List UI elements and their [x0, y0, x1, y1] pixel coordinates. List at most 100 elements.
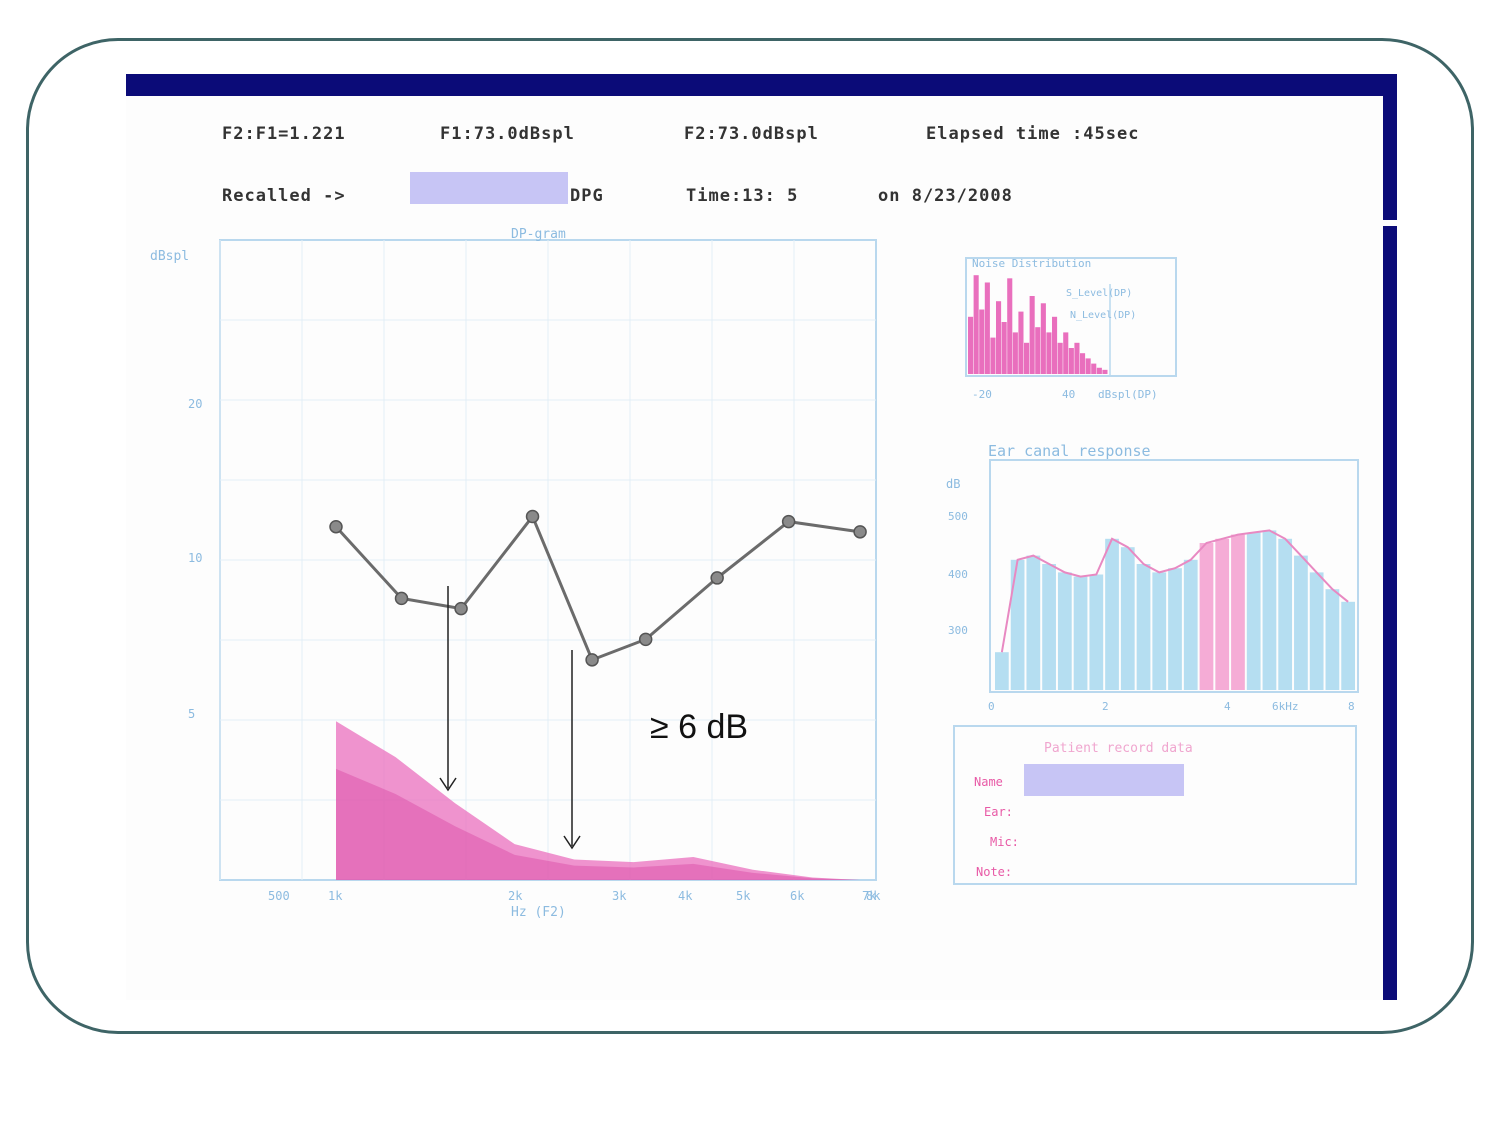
dp-gram-point: [454, 601, 468, 616]
time-readout: Time:13: 5: [686, 186, 799, 206]
dp-gram-point: [525, 509, 540, 524]
dp-gram-ylabel: dBspl: [150, 249, 189, 264]
ear-canal-response-chart: Ear canal response dB 500 400 300 0 2 4 6kHz 8: [946, 442, 1359, 713]
noise-distribution-bar: [1074, 342, 1080, 374]
ear-canal-response-line: [1000, 529, 1349, 653]
noise-distribution-bar: [1040, 303, 1046, 374]
ear-canal-bar: [1105, 538, 1119, 690]
noise-distribution-bar: [1012, 332, 1018, 374]
ear-canal-x-tick: 8: [1348, 700, 1355, 713]
noise-distribution-chart: Noise Distribution S_Level(DP) N_Level(D…: [965, 257, 1177, 401]
ear-canal-bar: [1010, 559, 1025, 690]
ear-canal-y-tick: 500: [948, 510, 968, 523]
recalled-suffix: DPG: [570, 186, 604, 206]
dp-gram-x-tick: 2k: [508, 889, 523, 903]
ear-canal-bar: [1042, 564, 1056, 690]
noise-distribution-legend-1: S_Level(DP): [1066, 288, 1132, 299]
patient-record-title: Patient record data: [1044, 741, 1193, 756]
dp-gram-chart: DP-gram dBspl Hz (F2) 500 1k 2k 3k 4k 5k 6k 7k8…: [150, 227, 881, 920]
ear-canal-x-tick: 6kHz: [1272, 700, 1299, 713]
screen-right-bar: [1383, 96, 1397, 1000]
dp-gram-point: [638, 632, 653, 647]
patient-record-box: Patient record data Name Ear: Mic: Note:: [953, 725, 1357, 885]
ear-canal-bar: [1026, 555, 1041, 690]
screen-right-bar-gap: [1383, 220, 1397, 226]
noise-distribution-bar: [1024, 342, 1030, 374]
dp-gram-x-tick: 1k: [328, 889, 343, 903]
ear-canal-x-tick: 4: [1224, 700, 1231, 713]
noise-distribution-bar: [1068, 348, 1074, 374]
patient-field-name: Name: [974, 775, 1003, 789]
ear-canal-bar: [1215, 538, 1230, 690]
ear-canal-bar: [995, 652, 1009, 690]
noise-distribution-frame: [965, 257, 1177, 377]
dp-gram-x-tick: 500: [268, 889, 290, 903]
ear-canal-y-tick: 400: [948, 568, 968, 581]
ear-canal-x-tick: 2: [1102, 700, 1109, 713]
dp-gram-point: [585, 653, 599, 667]
ear-canal-y-ticks: 500 400 300: [948, 510, 968, 637]
dpoae-screen: F2:F1=1.221 F1:73.0dBspl F2:73.0dBspl El…: [126, 74, 1397, 1000]
patient-field-mic: Mic:: [990, 835, 1019, 849]
dp-gram-grid: [219, 240, 876, 880]
charts-layer: DP-gram dBspl Hz (F2) 500 1k 2k 3k 4k 5k 6k 7k8…: [150, 227, 1359, 920]
f1-readout: F1:73.0dBspl: [440, 124, 575, 144]
ear-canal-line: [1000, 529, 1349, 653]
ear-canal-bar: [1152, 572, 1167, 690]
ear-canal-bar: [1231, 534, 1245, 690]
ear-canal-bar: [1168, 568, 1182, 690]
dp-gram-noise-area: [336, 721, 861, 880]
noise-distribution-bar: [973, 275, 979, 374]
noise-distribution-bar: [1080, 353, 1086, 374]
dp-gram-noise-inner-area: [336, 768, 861, 880]
noise-distribution-xtick-1: -20: [972, 388, 992, 401]
noise-distribution-bar: [1091, 363, 1097, 374]
ear-canal-bar: [1073, 576, 1088, 690]
arrow-1-head: [439, 777, 457, 792]
ear-canal-x-ticks: 0 2 4 6kHz 8: [988, 700, 1355, 713]
noise-distribution-bar: [996, 301, 1002, 374]
ear-canal-bar: [1278, 538, 1293, 690]
dp-gram-point: [329, 519, 343, 534]
noise-distribution-bar: [984, 282, 990, 374]
ear-canal-y-tick: 300: [948, 624, 968, 637]
noise-distribution-bar: [1046, 332, 1052, 374]
ratio-readout: F2:F1=1.221: [222, 124, 346, 144]
ear-canal-bar: [1136, 564, 1151, 690]
noise-distribution-bar: [1007, 278, 1013, 374]
noise-distribution-bar: [1063, 332, 1069, 374]
annotation-label: ≥ 6 dB: [650, 708, 749, 746]
ear-canal-bars: [995, 530, 1355, 690]
dp-gram-x-tick: 7k: [862, 889, 877, 903]
noise-distribution-bar: [1052, 316, 1058, 374]
dp-gram-points: [329, 509, 867, 667]
ear-canal-bar: [1199, 543, 1214, 690]
ear-canal-bar: [1262, 530, 1277, 690]
noise-distribution-bar: [990, 337, 996, 374]
noise-distribution-bar: [1057, 342, 1063, 374]
patient-name-redaction: [1024, 764, 1184, 796]
dp-gram-point: [781, 514, 796, 529]
ear-canal-bar: [1120, 547, 1135, 690]
dp-gram-point: [394, 591, 409, 606]
arrow-2-head: [563, 835, 581, 850]
noise-distribution-bar: [1035, 327, 1041, 374]
ear-canal-bar: [1057, 572, 1072, 690]
ear-canal-bar: [1089, 574, 1104, 690]
ear-canal-x-tick: 0: [988, 700, 995, 713]
dp-gram-x-tick: 4k: [678, 889, 693, 903]
ear-canal-bar: [1246, 532, 1261, 690]
ear-canal-frame: [989, 459, 1359, 693]
noise-distribution-bar: [1085, 358, 1091, 374]
noise-distribution-xlabel: dBspl(DP): [1098, 388, 1158, 401]
dp-gram-y-tick: 20: [188, 397, 202, 411]
date-readout: on 8/23/2008: [878, 186, 1013, 206]
ear-canal-ylabel: dB: [946, 477, 960, 491]
noise-distribution-bar: [1001, 322, 1007, 374]
noise-distribution-bar: [1102, 369, 1108, 374]
noise-distribution-bar: [1029, 296, 1035, 374]
dp-gram-x-tick: 3k: [612, 889, 627, 903]
dp-gram-xlabel: Hz (F2): [511, 905, 566, 920]
recalled-redaction: [410, 172, 568, 204]
dp-gram-line: [334, 513, 861, 662]
